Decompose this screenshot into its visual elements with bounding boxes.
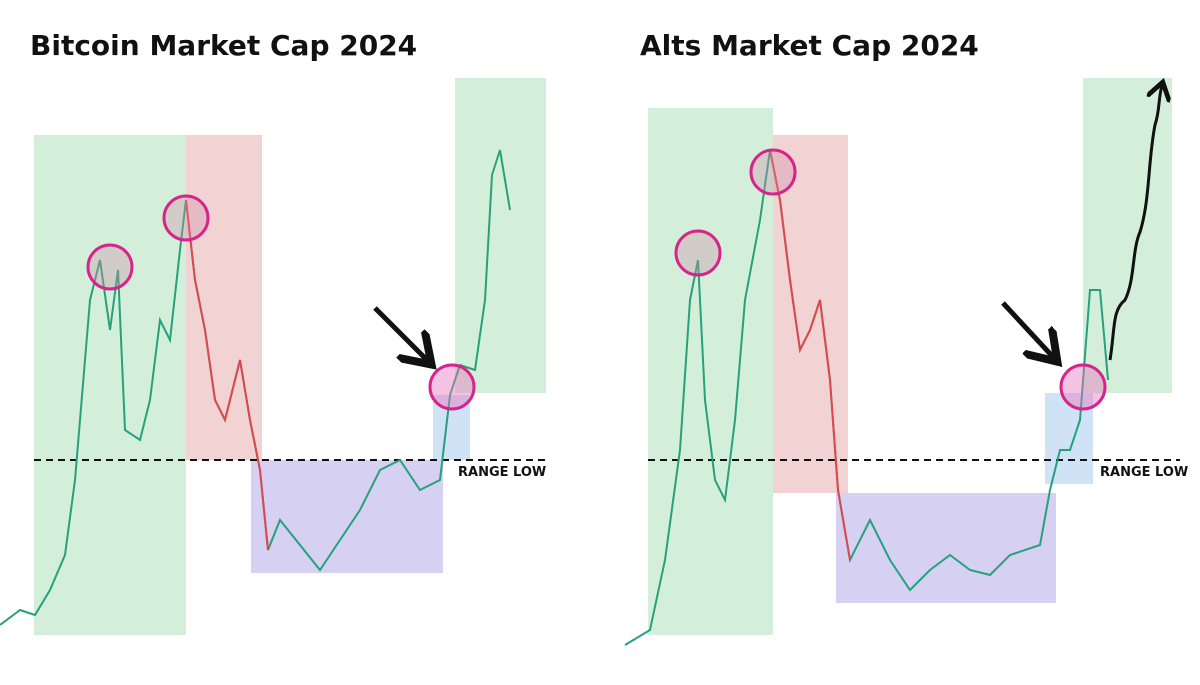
projection	[1108, 85, 1162, 361]
annotation: RANGE LOW	[1100, 465, 1188, 480]
arrow	[373, 306, 428, 361]
zone	[251, 460, 443, 573]
zone	[34, 135, 186, 635]
alts-panel: Alts Market Cap 2024 RANGE LOW	[624, 29, 1188, 646]
highlight	[162, 194, 210, 242]
panel-title: Bitcoin Market Cap 2024	[30, 29, 417, 62]
zone	[648, 108, 773, 635]
zone	[1083, 78, 1172, 393]
annotation: RANGE LOW	[458, 465, 546, 480]
highlight	[674, 229, 722, 277]
highlight	[428, 363, 476, 411]
highlight	[1059, 363, 1107, 411]
zone	[773, 135, 848, 493]
price-line-down	[185, 199, 269, 551]
zone	[455, 78, 546, 393]
panel-title: Alts Market Cap 2024	[640, 29, 979, 62]
bitcoin-panel: Bitcoin Market Cap 2024 RANGE LOW	[0, 29, 548, 635]
arrow	[1001, 301, 1054, 358]
highlight	[749, 148, 797, 196]
highlight	[86, 243, 134, 291]
zone	[186, 135, 262, 460]
zone	[836, 493, 1056, 603]
price-line-down	[769, 149, 851, 561]
